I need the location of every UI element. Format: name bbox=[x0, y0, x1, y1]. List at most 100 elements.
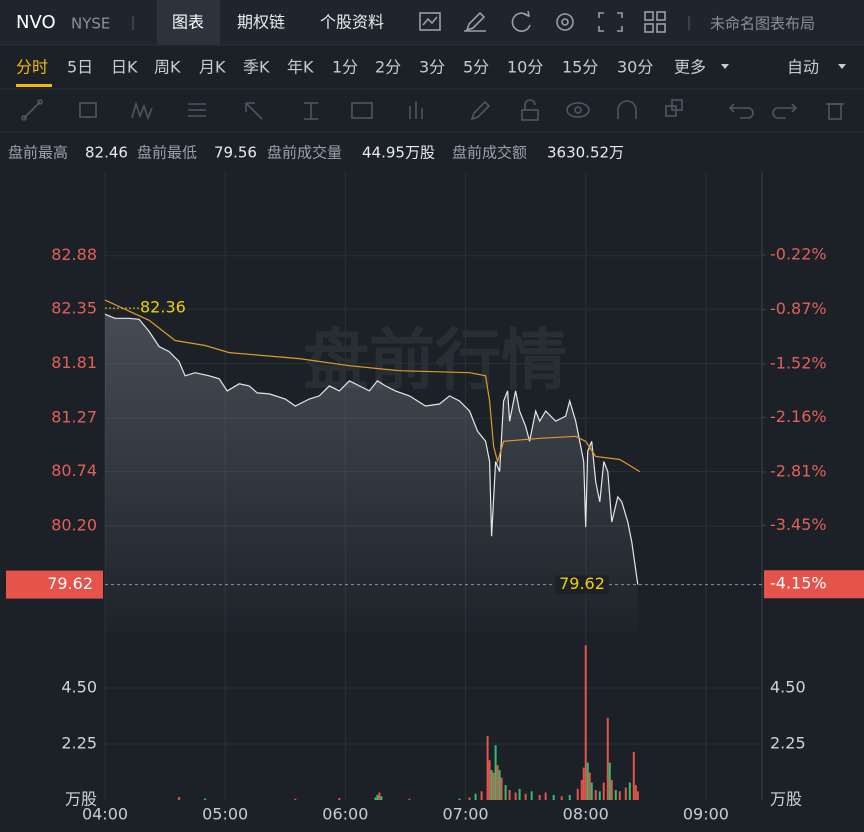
last-price-label-bg bbox=[555, 575, 609, 594]
volume-bar bbox=[494, 745, 497, 800]
volume-bar bbox=[598, 791, 601, 800]
tool[interactable] bbox=[566, 102, 590, 118]
icon-fullscreen[interactable] bbox=[598, 12, 623, 32]
icon-indicator[interactable] bbox=[419, 12, 441, 31]
tool[interactable] bbox=[131, 101, 153, 121]
scale-mode[interactable]: 自动 bbox=[787, 58, 819, 77]
volume-bar bbox=[514, 792, 517, 800]
tool[interactable] bbox=[351, 102, 373, 119]
y-tick-label: 80.20 bbox=[51, 516, 97, 535]
icon-settings[interactable] bbox=[556, 13, 574, 31]
volume-bar bbox=[486, 736, 489, 800]
volume-bar bbox=[606, 717, 609, 800]
tool[interactable] bbox=[470, 100, 491, 121]
info-label: 盘前成交量 bbox=[267, 144, 342, 162]
period[interactable]: 1分 bbox=[332, 58, 358, 77]
layout-name[interactable]: 未命名图表布局 bbox=[710, 15, 815, 33]
tool[interactable] bbox=[21, 99, 43, 121]
tool[interactable] bbox=[409, 101, 423, 119]
tool[interactable] bbox=[304, 102, 318, 120]
x-tick-label: 09:00 bbox=[683, 805, 729, 824]
info-row: 盘前最高 82.46 盘前最低 79.56 盘前成交量 44.95万股 盘前成交额 3630.… bbox=[8, 144, 624, 162]
tool[interactable] bbox=[826, 103, 844, 120]
period[interactable]: 5日 bbox=[67, 58, 93, 77]
last-change-tag-text: -4.15% bbox=[770, 574, 827, 593]
volume-bar bbox=[614, 790, 617, 800]
last-price-tag bbox=[6, 570, 103, 599]
y-tick-label: 82.88 bbox=[51, 245, 97, 264]
period[interactable]: 更多 bbox=[674, 58, 706, 77]
y-tick-label: 81.81 bbox=[51, 353, 97, 372]
tab[interactable]: 个股资料 bbox=[320, 13, 384, 32]
volume-bar bbox=[568, 795, 571, 800]
volume-bar bbox=[608, 762, 611, 800]
volume-bar bbox=[500, 777, 503, 800]
period[interactable]: 年K bbox=[287, 58, 314, 77]
volume-bar bbox=[504, 785, 507, 800]
tool[interactable] bbox=[245, 102, 263, 120]
period[interactable]: 10分 bbox=[507, 58, 543, 77]
volume-bar bbox=[492, 772, 495, 800]
y2-tick-label: -1.52% bbox=[770, 353, 827, 372]
period[interactable]: 周K bbox=[154, 58, 181, 77]
volume-bar bbox=[376, 795, 379, 800]
volume-bar bbox=[584, 645, 587, 800]
tool[interactable] bbox=[79, 102, 97, 118]
volume-bar bbox=[458, 798, 461, 800]
volume-tick-label: 2.25 bbox=[61, 734, 97, 753]
volume-bar bbox=[632, 751, 635, 800]
tool[interactable] bbox=[521, 99, 539, 121]
price-area bbox=[105, 314, 638, 632]
volume-bar bbox=[530, 791, 533, 800]
tool[interactable] bbox=[617, 100, 637, 119]
tool[interactable] bbox=[772, 103, 798, 119]
volume-bar bbox=[378, 792, 381, 800]
icon-layout[interactable] bbox=[644, 11, 666, 33]
price-line bbox=[104, 313, 639, 585]
info-label: 盘前成交额 bbox=[452, 144, 527, 162]
info-value: 79.56 bbox=[214, 144, 257, 162]
tool[interactable] bbox=[188, 103, 206, 117]
last-price-tag-text: 79.62 bbox=[47, 574, 93, 593]
volume-bar bbox=[588, 772, 591, 800]
start-price-label: 82.36 bbox=[140, 298, 186, 317]
volume-tick-label: 4.50 bbox=[770, 678, 806, 697]
icon-refresh[interactable] bbox=[511, 10, 531, 32]
volume-bar bbox=[204, 798, 207, 800]
period[interactable]: 分时 bbox=[16, 58, 48, 77]
volume-bar bbox=[610, 780, 613, 800]
period[interactable]: 2分 bbox=[375, 58, 401, 77]
y-tick-label: 81.27 bbox=[51, 408, 97, 427]
period[interactable]: 月K bbox=[199, 58, 226, 77]
volume-bar bbox=[468, 797, 471, 800]
volume-bar bbox=[594, 790, 597, 800]
dropdown-caret bbox=[721, 64, 729, 69]
volume-bar bbox=[602, 782, 605, 800]
period[interactable]: 日K bbox=[111, 58, 138, 77]
period[interactable]: 30分 bbox=[617, 58, 653, 77]
period[interactable]: 3分 bbox=[419, 58, 445, 77]
x-tick-label: 08:00 bbox=[563, 805, 609, 824]
volume-bar bbox=[518, 788, 521, 800]
tab[interactable]: 期权链 bbox=[237, 13, 285, 32]
tool[interactable] bbox=[728, 103, 754, 119]
tab[interactable]: 图表 bbox=[172, 13, 204, 32]
volume-bar bbox=[508, 790, 511, 800]
period[interactable]: 15分 bbox=[562, 58, 598, 77]
exchange: NYSE bbox=[71, 15, 110, 33]
drawing-tools bbox=[21, 99, 844, 121]
icon-draw[interactable] bbox=[464, 11, 486, 32]
volume-bar bbox=[490, 770, 493, 800]
period[interactable]: 季K bbox=[243, 58, 270, 77]
volume-bar bbox=[480, 791, 483, 800]
x-tick-label: 04:00 bbox=[82, 805, 128, 824]
volume-bar bbox=[380, 796, 383, 800]
volume-bar bbox=[544, 792, 547, 800]
volume-bar bbox=[560, 796, 563, 800]
tool[interactable] bbox=[665, 99, 683, 117]
period[interactable]: 5分 bbox=[463, 58, 489, 77]
volume-bar bbox=[582, 767, 585, 800]
